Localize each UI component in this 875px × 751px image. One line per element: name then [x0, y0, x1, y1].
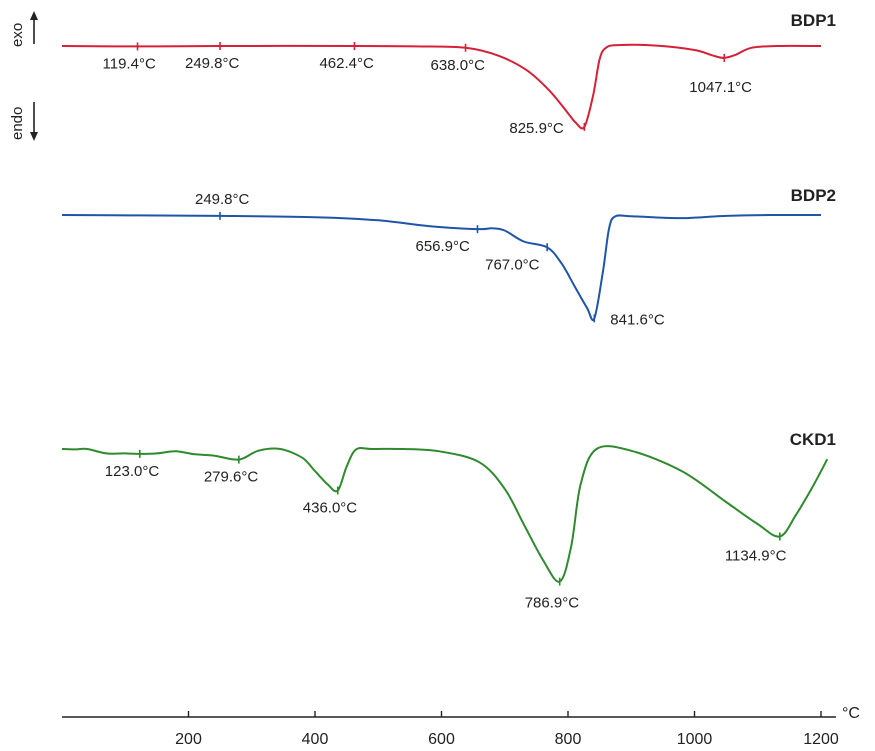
- x-tick-label: 1200: [803, 731, 839, 748]
- peak-label: 436.0°C: [303, 500, 358, 517]
- exo-arrow-head: [30, 11, 38, 20]
- endo-arrow-head: [30, 132, 38, 141]
- x-tick-label: 200: [175, 731, 202, 748]
- series-line-bdp2: [61, 213, 822, 322]
- x-tick-label: 1000: [677, 731, 713, 748]
- series-name-bdp1: BDP1: [791, 11, 836, 30]
- peak-label: 123.0°C: [105, 463, 160, 480]
- peak-label: 786.9°C: [525, 595, 580, 612]
- series-layer: 119.4°C 249.8°C 462.4°C 638.0°C 825.9°C 1047.…: [61, 11, 836, 612]
- x-tick-label: 400: [302, 731, 329, 748]
- peak-label: 841.6°C: [610, 311, 665, 328]
- endo-label: endo: [9, 107, 26, 140]
- series-bdp1: 119.4°C 249.8°C 462.4°C 638.0°C 825.9°C 1047.…: [61, 11, 836, 137]
- x-axis: °C 200 400 600 800 1000 1200: [62, 705, 860, 748]
- peak-label: 825.9°C: [509, 120, 564, 137]
- direction-indicator: exo endo: [9, 11, 38, 141]
- exo-label: exo: [9, 23, 26, 47]
- peak-label: 279.6°C: [204, 469, 259, 486]
- series-bdp2: 249.8°C 656.9°C 767.0°C 841.6°C BDP2: [61, 186, 836, 328]
- series-line-ckd1: [61, 445, 829, 583]
- series-name-bdp2: BDP2: [791, 186, 836, 205]
- peak-label: 656.9°C: [415, 238, 470, 255]
- peak-label: 249.8°C: [195, 191, 250, 208]
- peak-label: 1047.1°C: [689, 79, 752, 96]
- x-unit-label: °C: [842, 705, 860, 722]
- peak-label: 462.4°C: [319, 55, 374, 72]
- peak-label: 767.0°C: [485, 256, 540, 273]
- series-name-ckd1: CKD1: [790, 430, 836, 449]
- peak-label: 249.8°C: [185, 55, 240, 72]
- peak-label: 119.4°C: [103, 55, 156, 72]
- peak-label: 638.0°C: [431, 57, 486, 74]
- series-ckd1: 123.0°C 279.6°C 436.0°C 786.9°C 1134.9°C CKD1: [61, 430, 836, 612]
- x-tick-label: 800: [555, 731, 582, 748]
- x-tick-label: 600: [428, 731, 455, 748]
- peak-label: 1134.9°C: [725, 548, 787, 565]
